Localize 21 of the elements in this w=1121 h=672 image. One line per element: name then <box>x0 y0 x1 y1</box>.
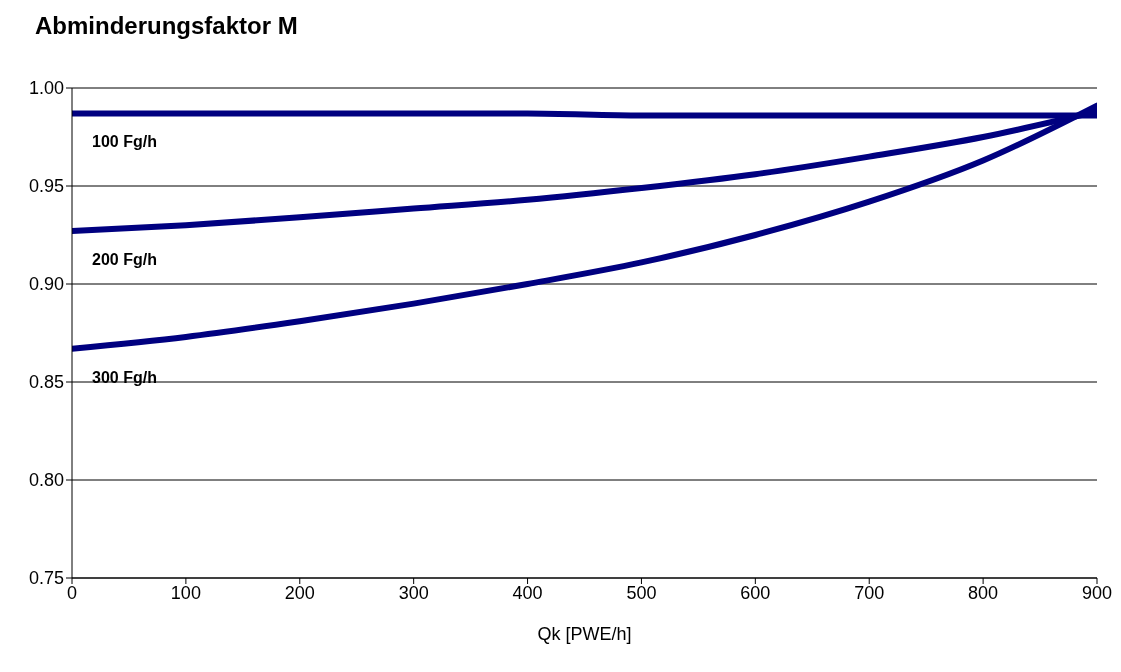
x-tick-label: 400 <box>512 582 543 603</box>
y-tick-label: 0.80 <box>28 470 64 491</box>
series-label: 200 Fg/h <box>92 251 157 269</box>
x-tick-label: 600 <box>740 582 771 603</box>
y-tick-label: 0.85 <box>28 372 64 393</box>
chart-title: Abminderungsfaktor M <box>35 12 298 40</box>
x-tick-label: 100 <box>170 582 201 603</box>
series-label: 100 Fg/h <box>92 133 157 151</box>
series-label: 300 Fg/h <box>92 368 157 386</box>
x-axis-title: Qk [PWE/h] <box>537 624 632 644</box>
x-tick-label: 900 <box>1081 582 1113 603</box>
x-tick-label: 300 <box>398 582 429 603</box>
x-tick-label: 200 <box>284 582 315 603</box>
x-tick-label: 800 <box>968 582 999 603</box>
y-tick-label: 0.95 <box>28 176 64 197</box>
x-tick-label: 500 <box>626 582 657 603</box>
y-tick-label: 1.00 <box>28 78 64 99</box>
x-tick-label: 0 <box>66 582 78 603</box>
y-tick-label: 0.90 <box>28 274 64 295</box>
x-tick-label: 700 <box>854 582 885 603</box>
y-tick-label: 0.75 <box>28 568 64 589</box>
